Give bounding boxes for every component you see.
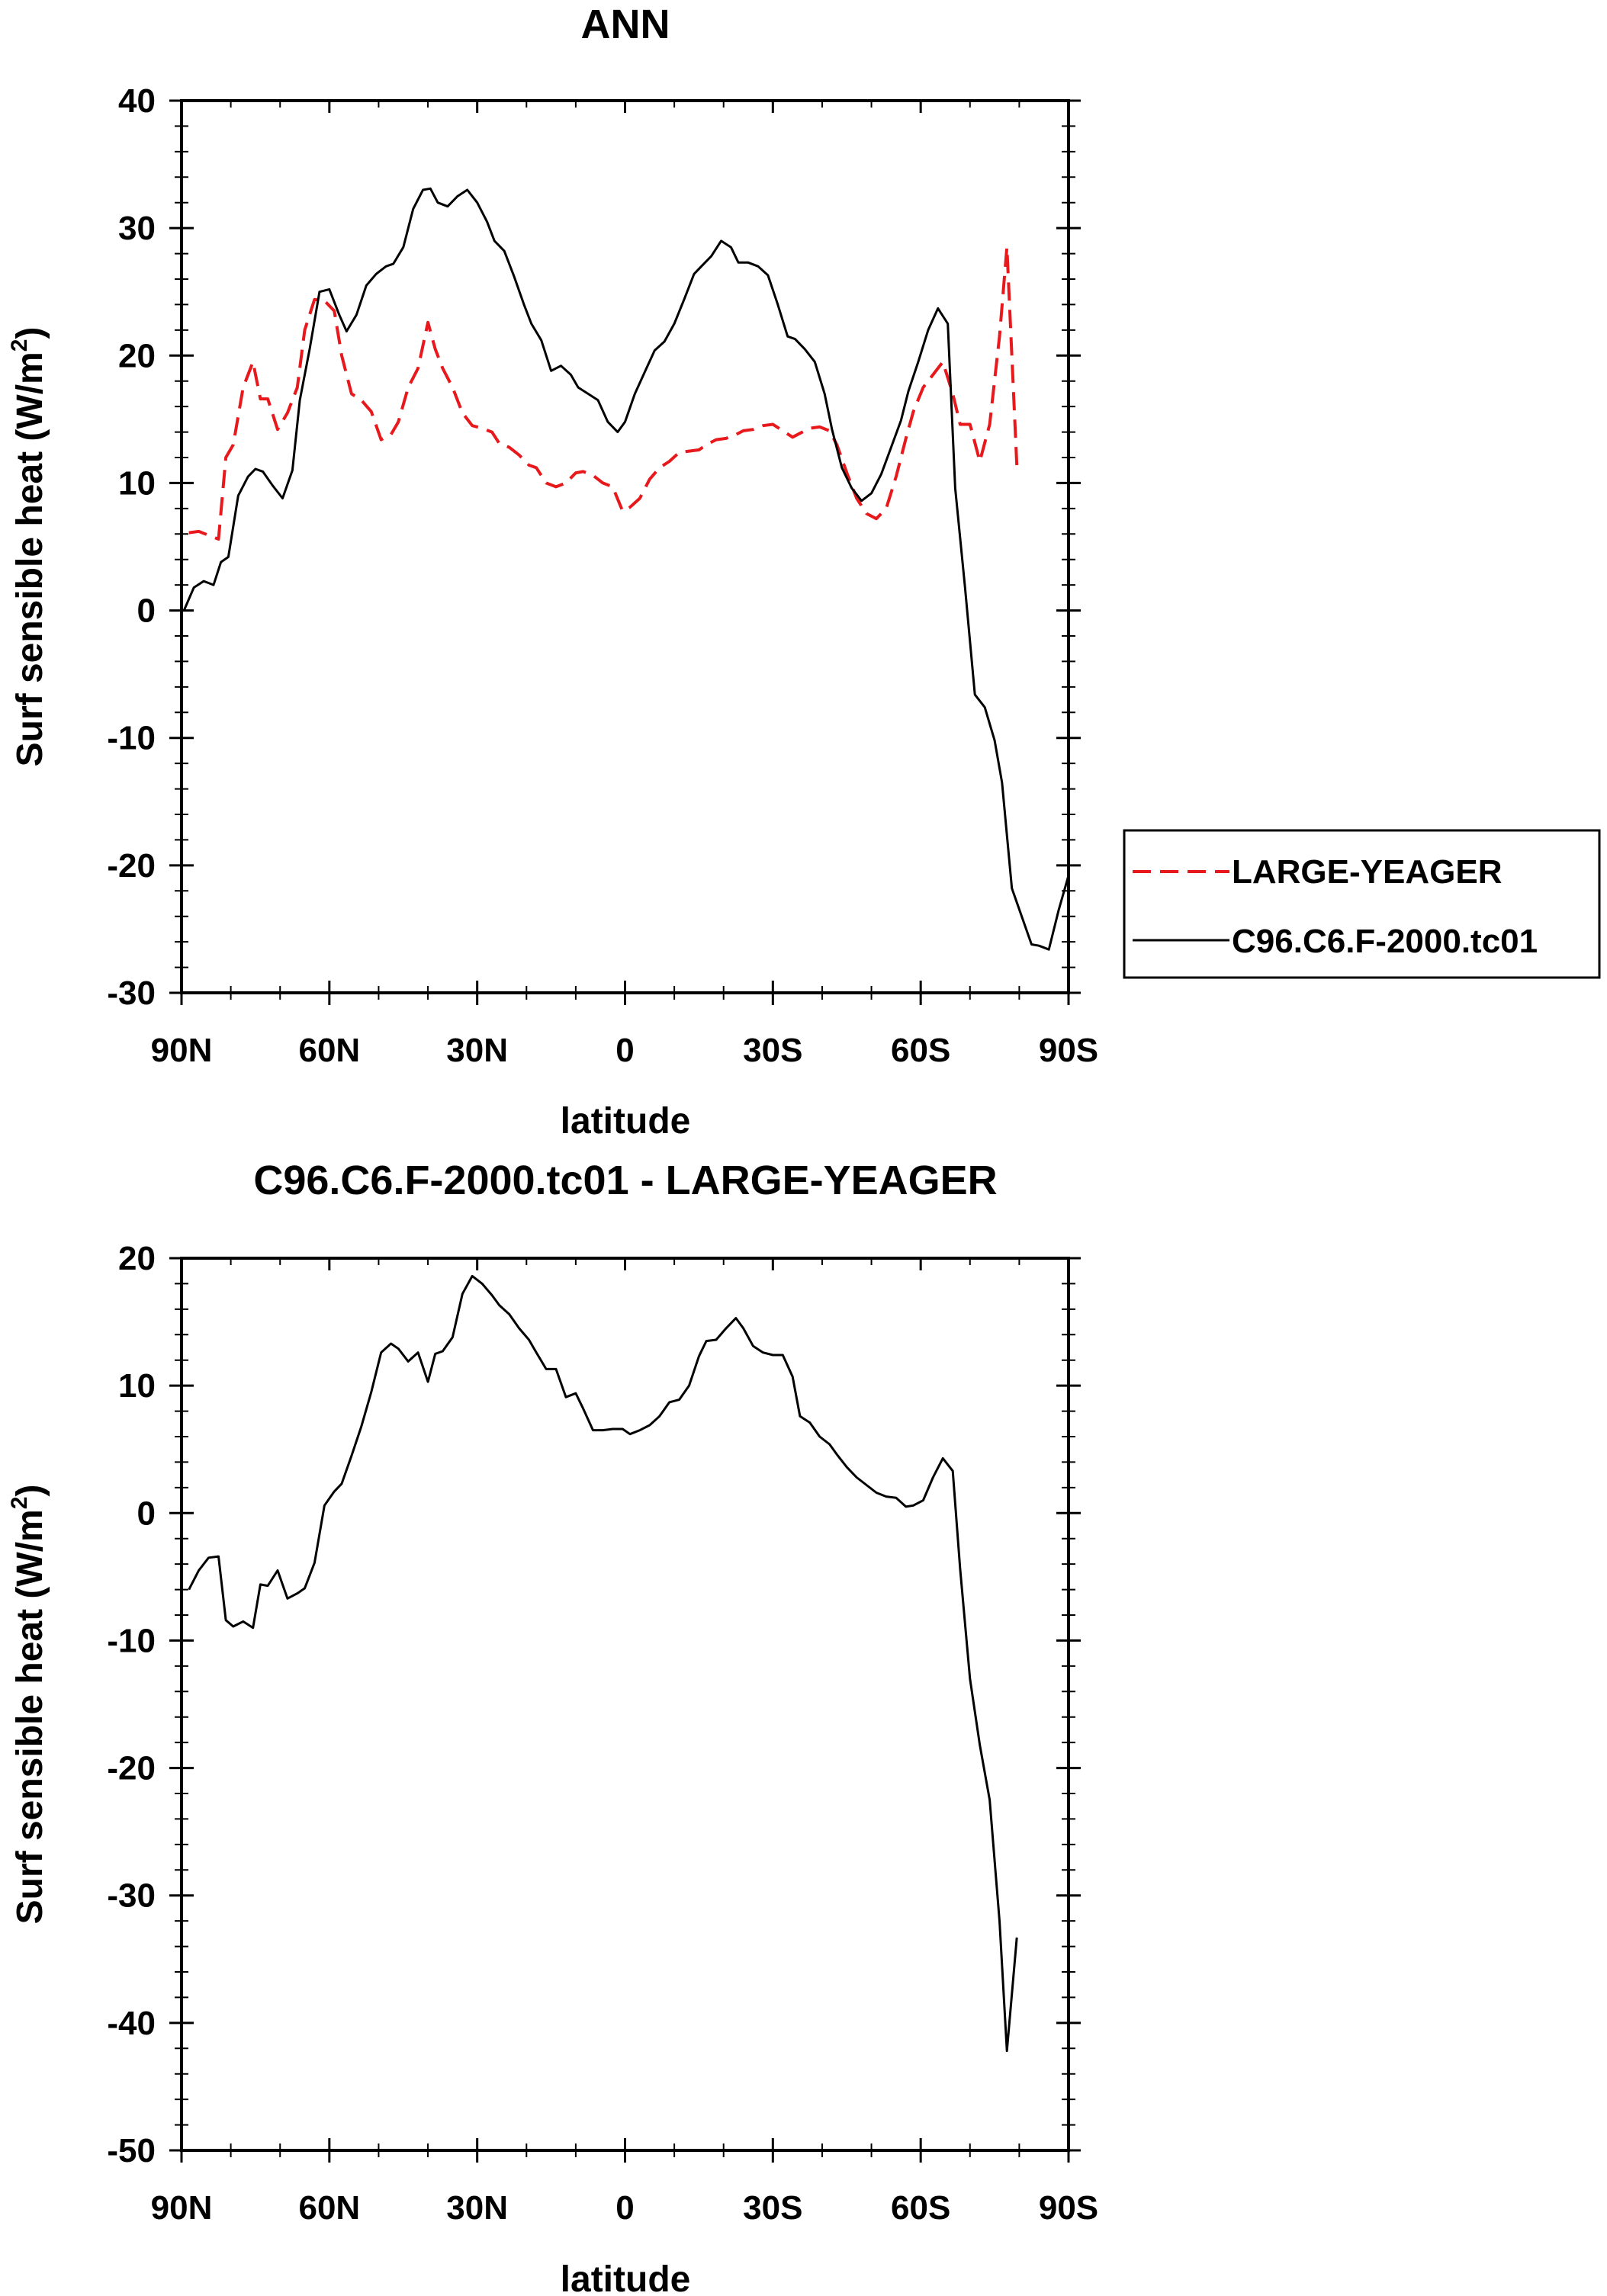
chart-title: ANN <box>581 2 670 47</box>
y-axis-title-main: Surf sensible heat (W/m <box>10 1509 50 1924</box>
y-tick-label: -20 <box>107 847 156 885</box>
x-tick-label: 60N <box>298 1032 360 1069</box>
y-axis-title-sup: 2 <box>7 1497 32 1510</box>
y-axis-title-main: Surf sensible heat (W/m <box>10 352 50 766</box>
x-tick-label: 30N <box>446 2189 508 2227</box>
series-lines <box>182 187 1070 951</box>
y-tick-labels: 20 10 0 -10 -20 -30 -40 -50 <box>107 1240 156 2169</box>
bottom-chart: C96.C6.F-2000.tc01 - LARGE-YEAGER 90N 60N… <box>7 1158 1098 2296</box>
plot-frame <box>180 99 1070 994</box>
x-tick-label: 90N <box>151 1032 213 1069</box>
y-tick-label: -50 <box>107 2132 156 2169</box>
x-tick-label: 0 <box>615 1032 634 1069</box>
x-tick-label: 90S <box>1039 1032 1098 1069</box>
y-tick-label: 10 <box>118 1367 156 1405</box>
x-tick-label: 60N <box>298 2189 360 2227</box>
y-tick-label: 30 <box>118 210 156 247</box>
y-tick-label: 40 <box>118 82 156 120</box>
y-tick-label: 10 <box>118 464 156 502</box>
x-tick-labels: 90N 60N 30N 0 30S 60S 90S <box>151 1032 1099 1069</box>
y-tick-label: -30 <box>107 1877 156 1915</box>
y-tick-label: 0 <box>137 1495 156 1532</box>
x-axis-title: latitude <box>561 2259 691 2296</box>
x-tick-label: 30N <box>446 1032 508 1069</box>
y-axis-title-end: ) <box>10 1485 50 1497</box>
axis-ticks <box>169 99 1081 1005</box>
x-tick-label: 30S <box>743 1032 802 1069</box>
x-tick-label: 60S <box>891 2189 950 2227</box>
x-tick-label: 90S <box>1039 2189 1098 2227</box>
y-tick-label: -10 <box>107 720 156 757</box>
series-line-c96-c6-f-2000-tc01 <box>182 187 1070 951</box>
x-tick-label: 0 <box>615 2189 634 2227</box>
chart-title: C96.C6.F-2000.tc01 - LARGE-YEAGER <box>253 1158 997 1203</box>
x-tick-label: 60S <box>891 1032 950 1069</box>
y-tick-label: -10 <box>107 1622 156 1659</box>
y-tick-label: 20 <box>118 1240 156 1277</box>
series-lines <box>188 1274 1018 2053</box>
series-line-c96-c6-f-2000-tc01-large-yeager <box>188 1274 1018 2053</box>
top-chart: ANN 90N 60N 30N 0 30S 60S 90S 40 30 20 10 0 -10 -20 -… <box>7 2 1601 1142</box>
x-tick-label: 30S <box>743 2189 802 2227</box>
y-axis-title-end: ) <box>10 327 50 339</box>
y-axis-title: Surf sensible heat (W/m2) <box>7 327 50 767</box>
series-line-large-yeager <box>188 246 1019 541</box>
y-axis-title-sup: 2 <box>7 339 32 352</box>
y-tick-label: 20 <box>118 337 156 374</box>
y-tick-label: 0 <box>137 592 156 630</box>
legend-label-large-yeager: LARGE-YEAGER <box>1232 853 1502 891</box>
legend: LARGE-YEAGER C96.C6.F-2000.tc01 <box>1123 829 1601 979</box>
y-tick-labels: 40 30 20 10 0 -10 -20 -30 <box>107 82 156 1012</box>
y-tick-label: -30 <box>107 975 156 1012</box>
y-tick-label: -40 <box>107 2005 156 2042</box>
y-axis-title: Surf sensible heat (W/m2) <box>7 1485 50 1925</box>
legend-label-c96: C96.C6.F-2000.tc01 <box>1232 923 1538 960</box>
legend-box <box>1123 829 1601 979</box>
x-tick-label: 90N <box>151 2189 213 2227</box>
y-tick-label: -20 <box>107 1750 156 1787</box>
axis-ticks <box>169 1257 1081 2163</box>
x-tick-labels: 90N 60N 30N 0 30S 60S 90S <box>151 2189 1099 2227</box>
x-axis-title: latitude <box>561 1101 691 1142</box>
plot-frame <box>180 1257 1070 2152</box>
